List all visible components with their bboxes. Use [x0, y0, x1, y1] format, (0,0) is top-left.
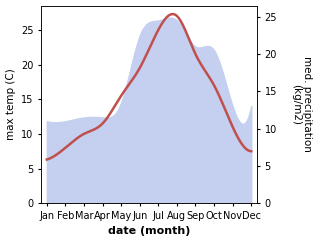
Y-axis label: med. precipitation
(kg/m2): med. precipitation (kg/m2) — [291, 56, 313, 152]
Y-axis label: max temp (C): max temp (C) — [5, 68, 16, 140]
X-axis label: date (month): date (month) — [108, 227, 190, 236]
